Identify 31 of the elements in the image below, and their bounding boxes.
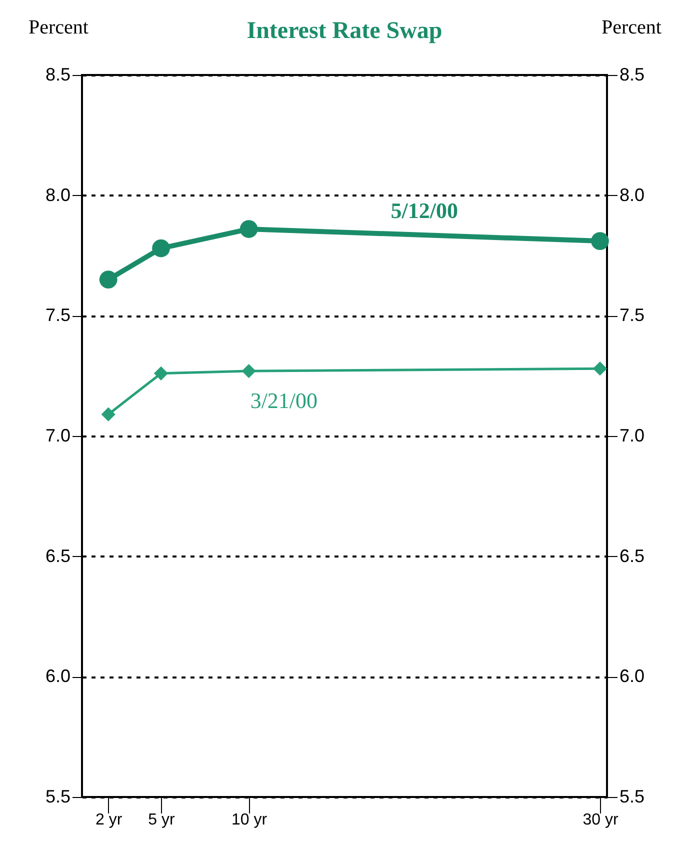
point [154, 366, 168, 380]
y2-tick-label: 5.5 [620, 786, 645, 806]
point [592, 362, 608, 376]
point [242, 364, 256, 378]
y2-tick-label: 6.0 [620, 666, 645, 686]
y-tick-label: 7.5 [45, 305, 70, 326]
point [591, 232, 609, 250]
series-label: 3/21/00 [250, 388, 318, 413]
y2-tick-label: 8.0 [620, 184, 645, 205]
point [240, 220, 258, 238]
y2-tick-label: 7.0 [620, 426, 645, 446]
y2-axis-title: Percent [602, 16, 662, 38]
x-tick-label: 10 yr [232, 812, 268, 828]
y2-tick-label: 8.5 [620, 64, 645, 84]
y-tick-label: 7.0 [45, 426, 70, 446]
y-axis-title: Percent [28, 16, 89, 38]
y-tick-label: 6.0 [45, 666, 70, 686]
point [152, 239, 170, 258]
point [99, 270, 118, 288]
x-tick-label: 5 yr [148, 812, 176, 828]
y-tick-label: 6.5 [45, 546, 70, 566]
x-tick-label: 30 yr [582, 812, 619, 828]
point [101, 407, 116, 422]
y2-tick-label: 6.5 [620, 546, 645, 566]
chart-title: Interest Rate Swap [246, 18, 442, 44]
series-label: 5/12/00 [390, 198, 458, 224]
y-tick-label: 8.5 [45, 64, 70, 84]
y-tick-label: 8.0 [45, 184, 70, 205]
y2-tick-label: 7.5 [620, 305, 645, 326]
y-tick-label: 5.5 [45, 786, 70, 806]
x-tick-label: 2 yr [96, 812, 123, 828]
